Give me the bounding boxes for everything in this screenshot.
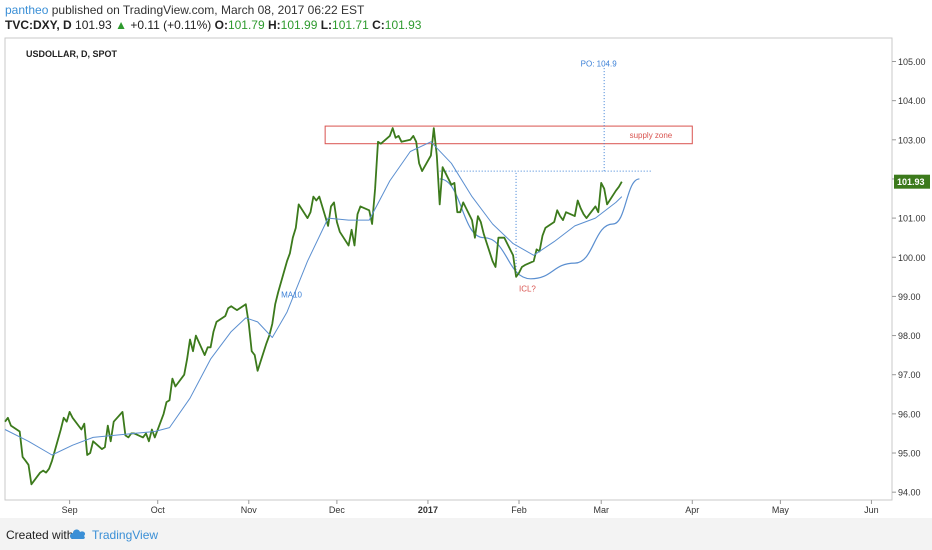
annotations: supply zone PO: 104.9 MA10 ICL? bbox=[281, 59, 693, 299]
supply-zone-box bbox=[324, 125, 693, 145]
x-tick-label: Apr bbox=[685, 505, 699, 515]
low-value: 101.71 bbox=[332, 18, 369, 32]
icl-label: ICL? bbox=[519, 285, 536, 294]
open-label: O: bbox=[214, 18, 228, 32]
x-tick-label: 2017 bbox=[418, 505, 438, 515]
plot-area[interactable] bbox=[4, 37, 893, 501]
x-tick-label: May bbox=[772, 505, 790, 515]
close-value: 101.93 bbox=[384, 18, 422, 32]
open-value: 101.79 bbox=[227, 18, 265, 32]
x-tick-label: Nov bbox=[241, 505, 258, 515]
y-tick-label: 96.00 bbox=[898, 409, 921, 419]
x-tick-label: Dec bbox=[329, 505, 346, 515]
price-value: 101.93 bbox=[75, 18, 112, 32]
up-arrow-icon: ▲ bbox=[115, 18, 127, 32]
high-value: 101.99 bbox=[280, 18, 318, 32]
publish-info: pantheo published on TradingView.com, Ma… bbox=[5, 3, 364, 17]
y-tick-label: 99.00 bbox=[898, 292, 921, 302]
ma10-label: MA10 bbox=[281, 290, 302, 299]
x-tick-label: Feb bbox=[511, 505, 527, 515]
y-tick-label: 98.00 bbox=[898, 331, 921, 341]
tradingview-link[interactable]: TradingView bbox=[92, 528, 159, 542]
x-tick-label: Mar bbox=[593, 505, 609, 515]
x-tick-label: Jun bbox=[864, 505, 879, 515]
last-price-label: 101.93 bbox=[897, 177, 925, 187]
series-lines: 101.93 bbox=[4, 127, 930, 486]
y-tick-label: 94.00 bbox=[898, 488, 921, 498]
y-tick-label: 97.00 bbox=[898, 370, 921, 380]
y-tick-label: 101.00 bbox=[898, 214, 926, 224]
high-label: H: bbox=[268, 18, 281, 32]
y-tick-label: 104.00 bbox=[898, 96, 926, 106]
symbol-label: TVC:DXY, D bbox=[5, 18, 72, 32]
change-value: +0.11 (+0.11%) bbox=[130, 18, 212, 32]
ohlc-bar: TVC:DXY, D 101.93 ▲ +0.11 (+0.11%) O:101… bbox=[5, 18, 421, 32]
chart-title: USDOLLAR, D, SPOT bbox=[26, 49, 118, 59]
last-price-flag bbox=[894, 174, 930, 189]
publish-text: published on TradingView.com, March 08, … bbox=[51, 3, 365, 17]
close-label: C: bbox=[372, 18, 385, 32]
tradingview-cloud-icon bbox=[70, 529, 86, 539]
cup-curve bbox=[439, 178, 640, 280]
low-label: L: bbox=[320, 18, 333, 32]
po-label: PO: 104.9 bbox=[581, 59, 618, 68]
created-with-text: Created with bbox=[6, 528, 74, 542]
author-link[interactable]: pantheo bbox=[5, 3, 49, 17]
y-tick-label: 103.00 bbox=[898, 135, 926, 145]
x-tick-label: Sep bbox=[62, 505, 78, 515]
price-chart[interactable]: USDOLLAR, D, SPOT 94.00 95.00 96.00 97.00 98… bbox=[0, 0, 932, 518]
ma10-line bbox=[4, 141, 623, 456]
y-tick-label: 105.00 bbox=[898, 57, 926, 67]
supply-zone-label: supply zone bbox=[630, 131, 673, 140]
y-tick-label: 100.00 bbox=[898, 253, 926, 263]
footer: Created with TradingView bbox=[0, 518, 932, 550]
y-tick-label: 95.00 bbox=[898, 449, 921, 459]
price-line bbox=[4, 127, 623, 486]
x-tick-label: Oct bbox=[151, 505, 166, 515]
